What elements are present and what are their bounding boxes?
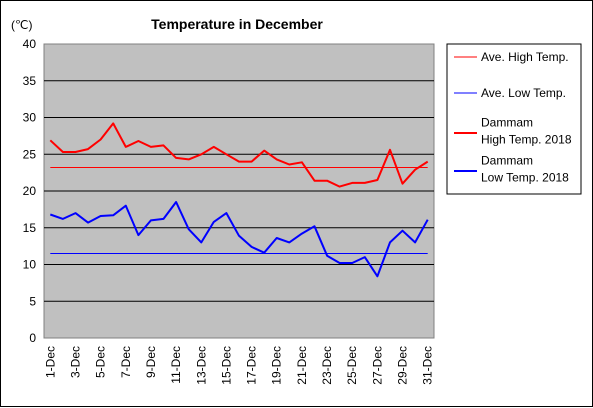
y-tick-label: 25 (23, 147, 37, 161)
x-tick-label: 17-Dec (245, 346, 259, 385)
legend-box (446, 43, 582, 195)
legend-label-3: Dammam (481, 116, 533, 130)
y-tick-label: 35 (23, 74, 37, 88)
legend-label-4: Low Temp. 2018 (481, 171, 569, 185)
y-tick-label: 40 (23, 37, 37, 51)
y-tick-label: 10 (23, 258, 37, 272)
y-tick-label: 30 (23, 111, 37, 125)
series-line-4 (49, 201, 429, 278)
x-tick-label: 11-Dec (169, 346, 183, 384)
x-tick-label: 25-Dec (345, 346, 359, 385)
legend-label-1: Ave. High Temp. (481, 50, 569, 64)
x-tick-label: 19-Dec (270, 346, 284, 385)
x-tick-label: 3-Dec (68, 346, 82, 378)
y-tick-label: 20 (23, 184, 37, 198)
x-axis: 1-Dec 3-Dec 5-Dec 7-Dec 9-Dec 11-Dec 13-Dec 15-… (43, 346, 434, 385)
x-tick-label: 1-Dec (43, 346, 57, 378)
y-tick-label: 15 (23, 221, 37, 235)
x-tick-label: 13-Dec (194, 346, 208, 385)
x-tick-label: 31-Dec (421, 346, 435, 385)
x-tick-label: 21-Dec (295, 346, 309, 385)
x-tick-label: 23-Dec (320, 346, 334, 385)
legend: Ave. High Temp. Ave. Low Temp. Dammam High … (454, 50, 572, 185)
x-tick-label: 7-Dec (119, 346, 133, 378)
legend-label-4: Dammam (481, 154, 533, 168)
y-axis: 0 5 10 15 20 25 30 35 40 (23, 37, 37, 345)
x-tick-label: 9-Dec (144, 346, 158, 378)
legend-label-2: Ave. Low Temp. (481, 86, 566, 100)
x-tick-label: 15-Dec (219, 346, 233, 385)
series-line-3 (49, 122, 429, 188)
x-tick-label: 5-Dec (94, 346, 108, 378)
y-tick-label: 5 (29, 294, 36, 308)
y-unit-label: (℃) (11, 18, 32, 32)
legend-label-3: High Temp. 2018 (481, 133, 572, 147)
x-tick-label: 27-Dec (370, 346, 384, 385)
chart-title: Temperature in December (151, 16, 323, 32)
series-lines (49, 122, 429, 278)
x-tick-label: 29-Dec (396, 346, 410, 385)
y-tick-label: 0 (29, 331, 36, 345)
